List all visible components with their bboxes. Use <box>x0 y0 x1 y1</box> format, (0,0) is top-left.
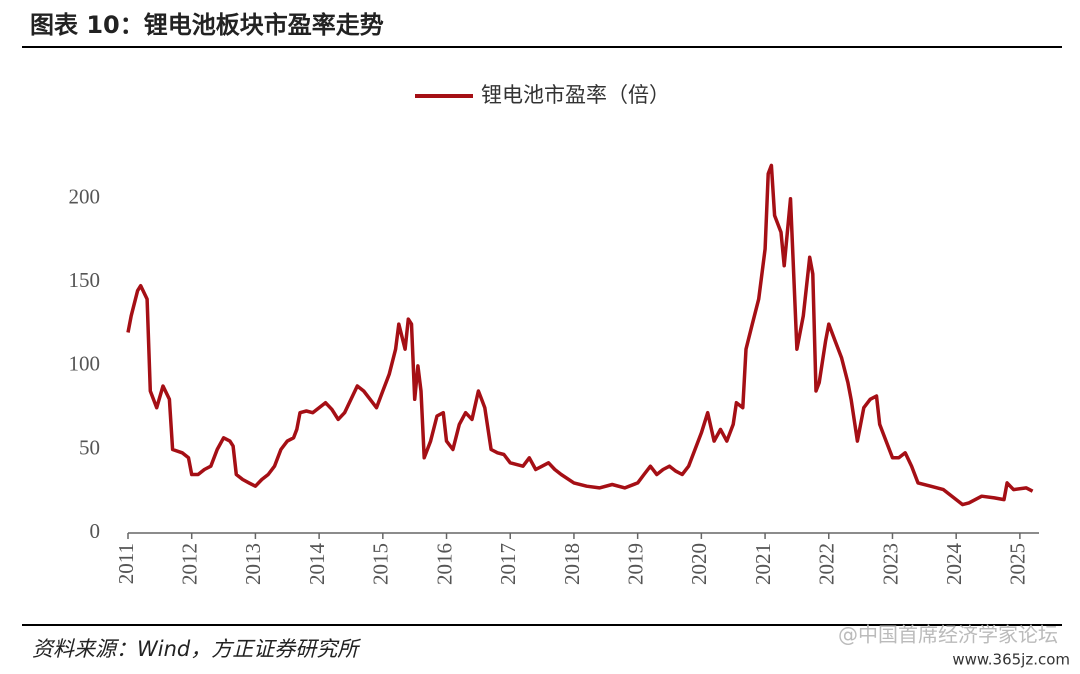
y-tick-label: 50 <box>79 435 100 459</box>
x-tick-label: 2017 <box>496 543 520 585</box>
legend-label: 锂电池市盈率（倍） <box>481 83 670 107</box>
x-tick-label: 2014 <box>305 543 329 586</box>
source: 资料来源：Wind，方正证券研究所 <box>32 637 361 661</box>
x-tick-label: 2013 <box>241 543 265 585</box>
y-tick-label: 150 <box>69 268 101 292</box>
x-tick-label: 2011 <box>114 543 138 584</box>
x-tick-label: 2016 <box>432 543 456 585</box>
x-tick-label: 2012 <box>178 543 202 585</box>
x-tick-label: 2023 <box>878 543 902 585</box>
watermark-url: www.365jz.com <box>952 651 1070 669</box>
x-tick-label: 2024 <box>942 543 966 586</box>
y-tick-label: 200 <box>69 185 101 209</box>
y-tick-label: 0 <box>90 519 101 543</box>
x-tick-label: 2019 <box>623 543 647 585</box>
y-tick-label: 100 <box>69 352 101 376</box>
x-tick-label: 2021 <box>751 543 775 585</box>
series-line <box>126 163 1034 507</box>
title: 图表 10：锂电池板块市盈率走势 <box>30 11 384 39</box>
x-tick-label: 2020 <box>687 543 711 585</box>
watermark: @中国首席经济学家论坛 <box>838 623 1058 647</box>
x-tick-label: 2015 <box>369 543 393 585</box>
x-tick-label: 2025 <box>1006 543 1030 585</box>
x-tick-label: 2018 <box>560 543 584 585</box>
x-tick-label: 2022 <box>815 543 839 585</box>
